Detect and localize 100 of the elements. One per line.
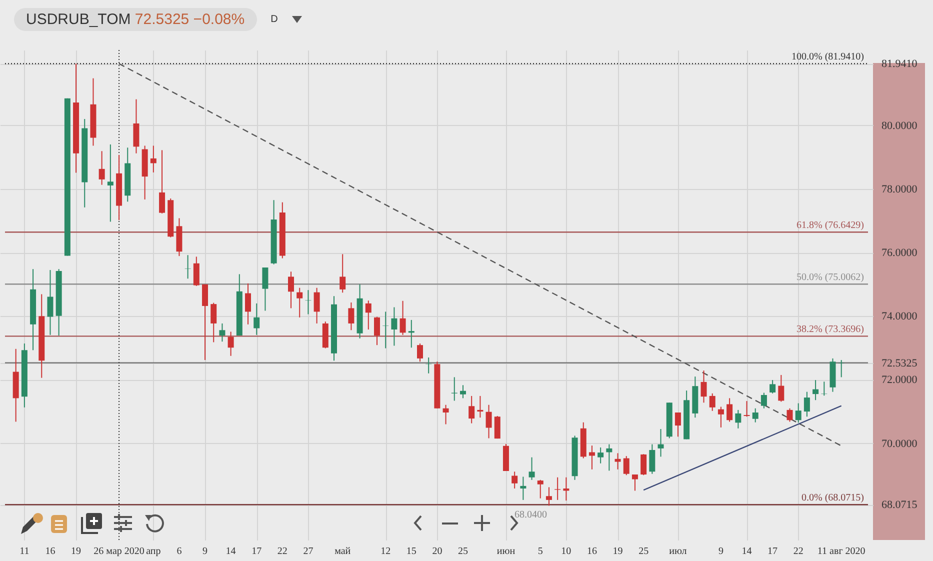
candlestick — [442, 404, 449, 425]
candlestick — [202, 284, 208, 361]
candlestick — [184, 254, 191, 280]
y-tick-label: 80.0000 — [882, 120, 918, 132]
x-tick-label: 27 — [303, 546, 314, 557]
x-tick-label: апр — [146, 546, 161, 557]
candlestick — [245, 282, 252, 325]
candlestick — [400, 300, 406, 336]
x-tick-label: июн — [496, 546, 516, 557]
candlestick — [598, 446, 604, 464]
y-tick-label: 72.5325 — [882, 357, 918, 370]
candlestick — [554, 476, 561, 500]
candlestick — [606, 444, 612, 472]
candlestick — [262, 266, 268, 312]
candlestick — [254, 302, 260, 336]
candlestick — [365, 300, 372, 330]
candlestick — [494, 415, 500, 440]
candlestick — [382, 311, 389, 349]
x-tick-label: 9 — [202, 546, 208, 557]
x-tick-label: 20 — [432, 546, 442, 557]
candlestick — [210, 302, 217, 343]
candlestick — [744, 400, 750, 418]
y-tick-label: 76.0000 — [882, 247, 918, 260]
x-tick-label: 5 — [538, 546, 543, 557]
candlestick — [486, 404, 492, 439]
candlestick — [640, 454, 647, 476]
candlestick — [219, 322, 226, 342]
candlestick — [588, 445, 595, 470]
candlestick — [821, 381, 828, 396]
x-tick-label: июл — [669, 546, 687, 557]
x-tick-label: 22 — [277, 546, 288, 557]
x-tick-label: 15 — [406, 546, 416, 557]
candlestick — [726, 398, 733, 422]
x-tick-label: 14 — [742, 546, 752, 557]
ref-line-label: 0.0% (68.0715) — [802, 492, 864, 504]
candlestick — [468, 395, 475, 424]
candlestick — [374, 316, 380, 346]
candlestick — [416, 342, 423, 362]
y-tick-label: 72.0000 — [882, 374, 918, 386]
x-tick-label: 16 — [586, 546, 597, 557]
x-tick-label: май — [334, 546, 352, 557]
chart-title: USDRUB_TOM — [26, 11, 131, 28]
candlestick — [107, 144, 114, 222]
candlestick — [391, 306, 398, 346]
candlestick — [546, 486, 552, 506]
x-tick-label: 11 — [20, 546, 30, 557]
x-tick-label: 10 — [561, 546, 572, 557]
candlestick — [770, 380, 776, 394]
candlestick — [340, 254, 346, 294]
candlestick — [795, 402, 802, 424]
x-tick-label: 19 — [612, 546, 623, 557]
candlestick — [812, 380, 819, 401]
x-tick-label: 14 — [226, 546, 236, 557]
y-tick-label: 70.0000 — [882, 438, 918, 450]
candlestick — [520, 476, 526, 500]
x-tick-label: 11 авг 2020 — [817, 546, 866, 557]
candlestick — [674, 412, 681, 438]
candlestick — [408, 319, 414, 348]
y-tick-label: 81.9410 — [882, 58, 918, 70]
ref-line-label: 38.2% (73.3696) — [796, 324, 864, 336]
ref-line-label: 50.0% (75.0062) — [796, 272, 864, 284]
candlestick — [623, 456, 630, 476]
candlestick — [288, 271, 294, 309]
candlestick — [512, 471, 518, 489]
ref-line-label: 61.8% (76.6429) — [796, 220, 864, 232]
candlestick — [477, 395, 484, 418]
y-tick-label: 74.0000 — [882, 310, 918, 323]
x-tick-label: 16 — [45, 546, 56, 557]
candlestick — [159, 150, 166, 214]
candlestick — [709, 392, 716, 412]
candlestick — [150, 145, 156, 173]
candlestick — [228, 331, 234, 356]
candlestick — [760, 392, 767, 409]
candlestick — [193, 256, 200, 286]
x-tick-label: 17 — [768, 546, 778, 557]
candlestick — [348, 302, 354, 331]
x-tick-label: 19 — [71, 546, 82, 557]
candlestick — [649, 444, 656, 474]
candlestick — [460, 384, 466, 399]
x-tick-label: 26 мар 2020 — [94, 546, 144, 557]
candlestick — [718, 406, 724, 428]
candlestick — [632, 474, 638, 492]
x-tick-label: 9 — [718, 546, 724, 557]
candlestick — [778, 374, 784, 402]
candlestick — [537, 479, 544, 499]
candlestick — [528, 456, 535, 480]
x-tick-label: 17 — [252, 546, 262, 557]
x-tick-label: 6 — [176, 546, 182, 557]
candlestick — [614, 452, 621, 470]
text: D — [270, 14, 278, 25]
candlestick — [804, 391, 810, 418]
candlestick — [563, 476, 570, 502]
candlestick — [133, 98, 140, 154]
chart-subtitle: 72.5325 −0.08% — [134, 11, 245, 28]
candlestick — [47, 270, 54, 336]
y-tick-label: 68.0715 — [882, 499, 918, 512]
x-tick-label: 25 — [458, 546, 468, 557]
candlestick — [658, 428, 664, 458]
candlestick — [786, 408, 793, 422]
ref-line-label: 100.0% (81.9410) — [792, 52, 864, 63]
